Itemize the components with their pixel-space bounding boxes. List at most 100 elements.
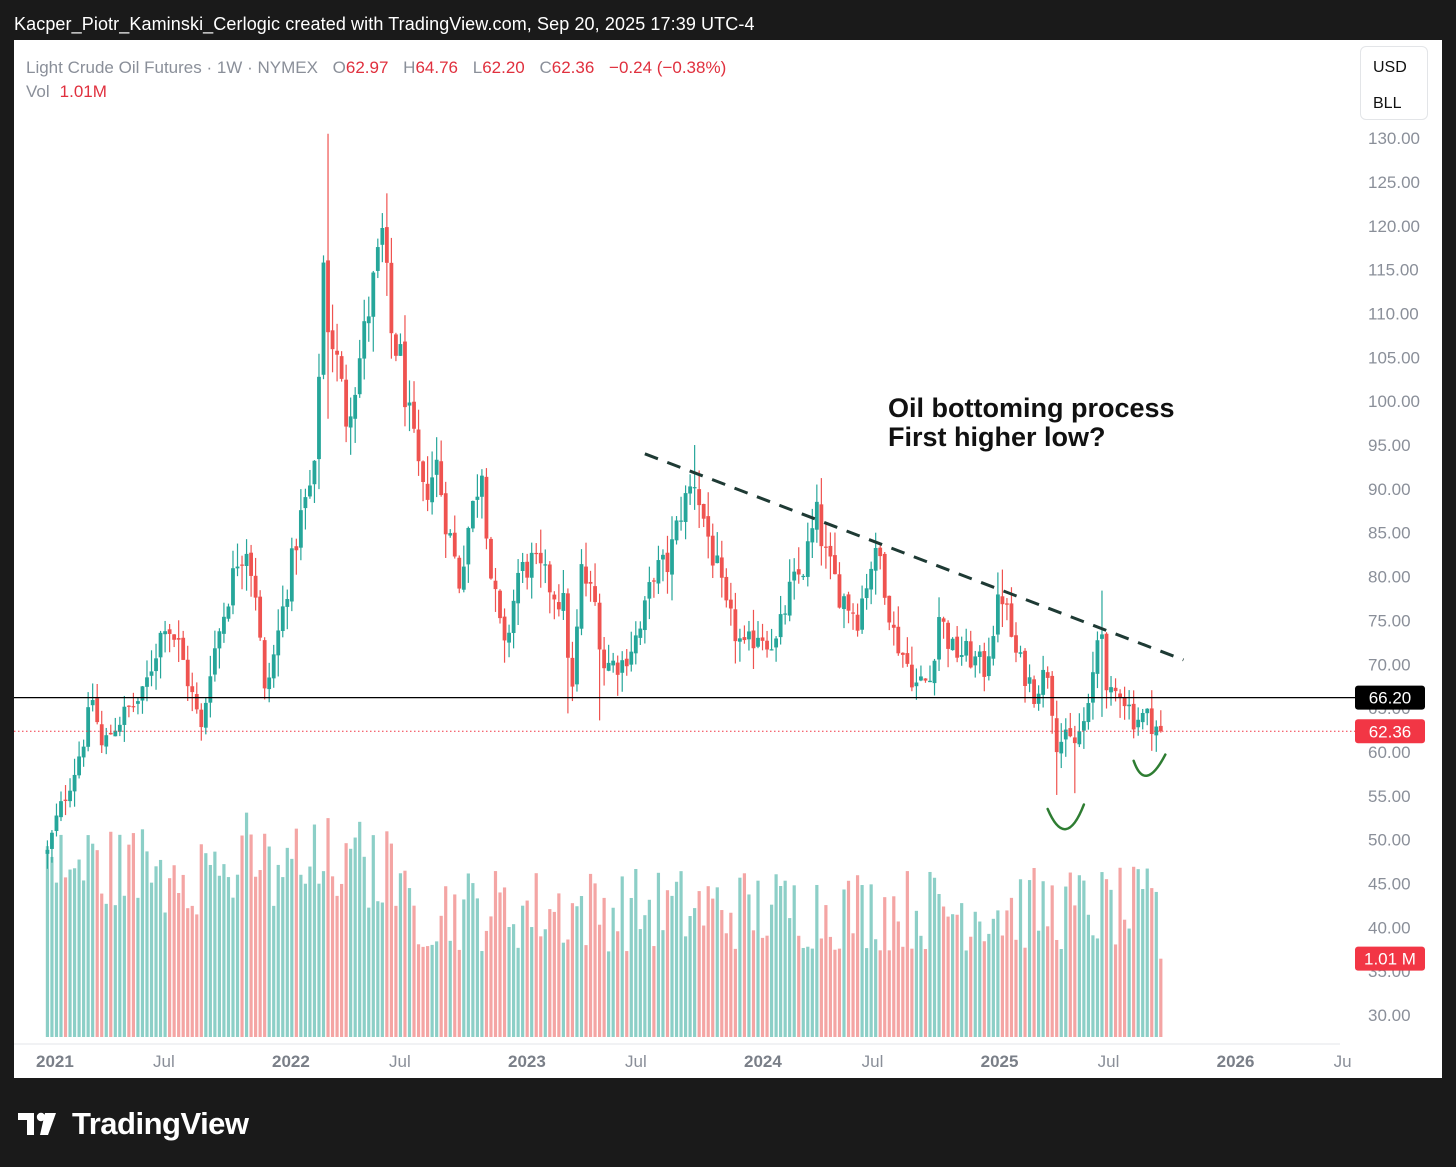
- volume-bar: [543, 929, 547, 1037]
- candle-body: [878, 547, 883, 557]
- volume-bar: [941, 906, 946, 1037]
- volume-bar: [1100, 872, 1104, 1037]
- volume-bar: [168, 878, 172, 1037]
- candle-body: [384, 227, 389, 263]
- candle-body: [1127, 704, 1132, 707]
- candle-body: [176, 638, 181, 640]
- volume-bar: [195, 914, 199, 1037]
- candle-body: [348, 416, 353, 428]
- y-tick-label: 125.00: [1368, 173, 1420, 192]
- volume-bar: [335, 895, 339, 1037]
- candle-body: [642, 600, 647, 631]
- currency-label[interactable]: USD: [1373, 59, 1407, 76]
- volume-bar: [960, 903, 964, 1037]
- x-tick-label: 2021: [36, 1052, 74, 1071]
- currency-unit-selector[interactable]: USD BLL: [1360, 46, 1428, 120]
- volume-bar: [774, 874, 778, 1037]
- volume-bar: [688, 916, 692, 1037]
- volume-bar: [534, 873, 538, 1037]
- candle-body: [267, 677, 272, 690]
- volume-bar: [747, 894, 751, 1037]
- candle-body: [262, 640, 267, 689]
- volume-bar: [226, 877, 231, 1037]
- candle-body: [1100, 634, 1104, 639]
- candle-body: [466, 527, 471, 565]
- time-axis[interactable]: 2021 Jul 2022 Jul 2023 Jul 2024 Jul 2025 Jul 2026 J…: [14, 1043, 1352, 1071]
- volume-bar: [330, 876, 335, 1037]
- candle-body: [244, 553, 249, 567]
- change-value: −0.24 (−0.38%): [609, 58, 727, 77]
- volume-bar: [416, 944, 421, 1037]
- candle-body: [1149, 708, 1154, 734]
- candle-body: [1014, 635, 1018, 653]
- candle-body: [1158, 725, 1163, 732]
- x-tick-label: 2022: [272, 1052, 310, 1071]
- volume-bar: [118, 834, 122, 1037]
- candle-body: [570, 657, 575, 687]
- volume-bar: [720, 910, 724, 1037]
- unit-label[interactable]: BLL: [1373, 95, 1402, 112]
- volume-bar: [561, 942, 565, 1037]
- candle-body: [855, 614, 860, 631]
- volume-bar: [1059, 949, 1063, 1037]
- tradingview-wordmark: TradingView: [72, 1106, 249, 1141]
- candle-body: [95, 698, 100, 723]
- volume-bar: [905, 871, 909, 1037]
- candle-body: [774, 638, 779, 648]
- candle-body: [330, 330, 335, 350]
- volume-bar: [760, 937, 765, 1037]
- volume-bar: [376, 901, 380, 1037]
- candle-body: [923, 678, 928, 681]
- chart-panel[interactable]: 130.00 125.00 120.00 115.00 110.00 105.00 100.…: [14, 40, 1442, 1078]
- candle-body: [1081, 721, 1086, 731]
- candle-body: [959, 655, 964, 657]
- candle-body: [575, 626, 579, 685]
- y-tick-label: 90.00: [1368, 480, 1411, 499]
- candle-body: [756, 637, 760, 647]
- candle-body: [1063, 729, 1068, 740]
- volume-bar: [620, 876, 624, 1037]
- candle-body: [909, 664, 914, 688]
- volume-bar: [548, 909, 552, 1037]
- volume-bar: [910, 948, 914, 1037]
- volume-bar: [502, 887, 507, 1037]
- volume-bar: [824, 905, 828, 1037]
- volume-bar: [444, 886, 448, 1037]
- volume-bar: [919, 935, 923, 1037]
- volume-bar: [815, 884, 819, 1037]
- volume-bar: [172, 865, 176, 1037]
- price-axis[interactable]: 130.00 125.00 120.00 115.00 110.00 105.00 100.…: [1355, 129, 1425, 1025]
- volume-bar: [579, 896, 584, 1037]
- volume-bar: [552, 911, 556, 1037]
- volume-bar: [1064, 886, 1068, 1037]
- candle-body: [99, 724, 104, 746]
- candle-body: [1023, 650, 1027, 686]
- y-tick-label: 80.00: [1368, 568, 1411, 587]
- resistance-trendline: [644, 452, 1184, 662]
- volume-bar: [154, 866, 158, 1037]
- candle-body: [765, 640, 769, 650]
- candle-body: [896, 626, 901, 654]
- volume-bar: [1127, 928, 1131, 1037]
- volume-bar: [244, 812, 249, 1037]
- volume-bar: [380, 902, 384, 1037]
- candle-body: [240, 564, 244, 566]
- volume-bar: [557, 893, 561, 1037]
- volume-bar: [1032, 867, 1036, 1037]
- support-price-tag-bg: [1355, 685, 1425, 710]
- candle-body: [335, 350, 339, 355]
- candle-body: [68, 790, 72, 802]
- candle-body: [520, 562, 525, 572]
- volume-bar: [290, 858, 294, 1037]
- symbol-name[interactable]: Light Crude Oil Futures · 1W · NYMEX: [26, 58, 318, 77]
- volume-bar: [697, 891, 701, 1037]
- candle-body: [1027, 677, 1032, 684]
- volume-bar: [91, 843, 95, 1037]
- price-chart[interactable]: 130.00 125.00 120.00 115.00 110.00 105.00 100.…: [14, 40, 1442, 1078]
- volume-bar: [231, 897, 235, 1037]
- candle-body: [1122, 697, 1127, 707]
- candle-body: [656, 560, 661, 584]
- candle-body: [683, 493, 688, 522]
- volume-bar: [865, 948, 869, 1037]
- candle-body: [842, 596, 846, 610]
